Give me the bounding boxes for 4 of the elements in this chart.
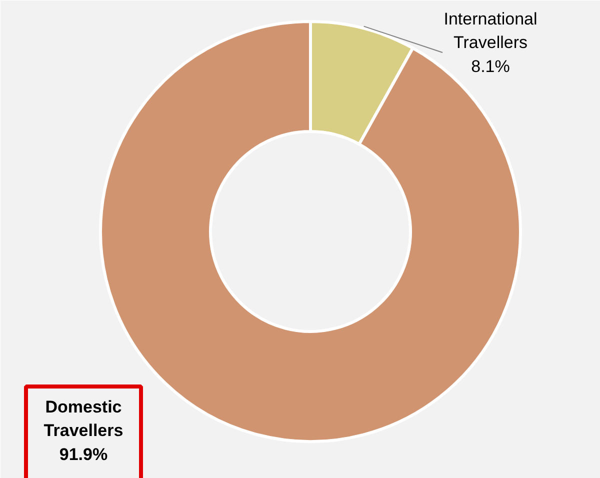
slice-label: Domestic Travellers [44,397,124,440]
data-label: 91.9% [59,444,108,464]
data-label: 8.1% [471,56,510,76]
slice-label: International Travellers [444,9,538,52]
